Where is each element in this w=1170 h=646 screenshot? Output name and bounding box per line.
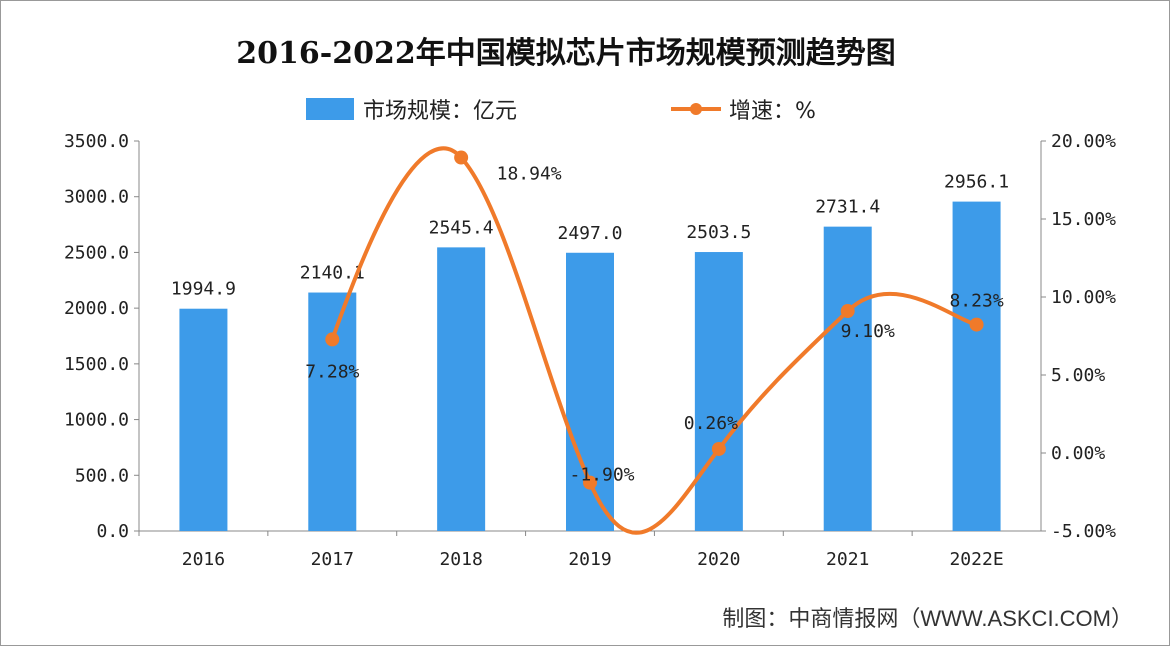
left-tick-label: 1000.0 <box>64 410 129 431</box>
line-point <box>325 332 340 347</box>
bar-data-label: 1994.9 <box>171 279 236 300</box>
legend-bar-swatch <box>306 98 354 120</box>
bar-data-label: 2140.1 <box>300 263 365 284</box>
line-point <box>711 441 726 456</box>
line-data-label: -1.90% <box>569 465 634 486</box>
bar-data-label: 2497.0 <box>557 223 622 244</box>
legend: 市场规模：亿元 增速：% <box>306 98 816 124</box>
bar-data-label: 2545.4 <box>429 217 494 238</box>
legend-bar-label: 市场规模：亿元 <box>363 99 517 124</box>
line-point <box>840 304 855 319</box>
bar-data-label: 2956.1 <box>944 172 1009 193</box>
left-tick-label: 3500.0 <box>64 131 129 152</box>
bar-data-label: 2731.4 <box>815 197 880 218</box>
right-tick-label: 5.00% <box>1051 365 1105 386</box>
bar <box>308 292 357 531</box>
left-tick-label: 1500.0 <box>64 354 129 375</box>
left-tick-label: 2000.0 <box>64 298 129 319</box>
line-data-label: 8.23% <box>949 291 1003 312</box>
x-tick-label: 2018 <box>439 549 482 570</box>
bar <box>437 247 486 531</box>
bar <box>952 201 1001 531</box>
left-tick-label: 3000.0 <box>64 187 129 208</box>
bar <box>179 308 228 531</box>
x-tick-label: 2021 <box>826 549 869 570</box>
legend-line-marker <box>690 103 702 115</box>
right-tick-label: 20.00% <box>1051 131 1116 152</box>
line-point <box>583 475 597 490</box>
right-tick-label: 0.00% <box>1051 443 1105 464</box>
line-point <box>969 317 984 332</box>
right-tick-label: 15.00% <box>1051 209 1116 230</box>
x-tick-label: 2017 <box>311 549 354 570</box>
x-tick-label: 2019 <box>568 549 611 570</box>
line-data-label: 0.26% <box>684 413 738 434</box>
chart-title: 2016-2022年中国模拟芯片市场规模预测趋势图 <box>236 36 895 71</box>
bar-data-label: 2503.5 <box>686 222 751 243</box>
left-tick-label: 2500.0 <box>64 242 129 263</box>
right-tick-label: -5.00% <box>1051 521 1116 542</box>
left-tick-label: 500.0 <box>75 465 129 486</box>
right-tick-label: 10.00% <box>1051 287 1116 308</box>
line-data-label: 18.94% <box>497 164 562 185</box>
line-data-label: 9.10% <box>841 321 895 342</box>
x-tick-label: 2016 <box>182 549 225 570</box>
source-note: 制图：中商情报网（WWW.ASKCI.COM） <box>722 606 1133 631</box>
x-tick-label: 2020 <box>697 549 740 570</box>
x-tick-label: 2022E <box>949 549 1003 570</box>
line-point <box>454 150 469 165</box>
legend-line-label: 增速：% <box>729 99 816 124</box>
bar <box>823 226 872 532</box>
line-data-label: 7.28% <box>305 361 359 382</box>
left-tick-label: 0.0 <box>96 521 129 542</box>
bar <box>694 252 743 531</box>
